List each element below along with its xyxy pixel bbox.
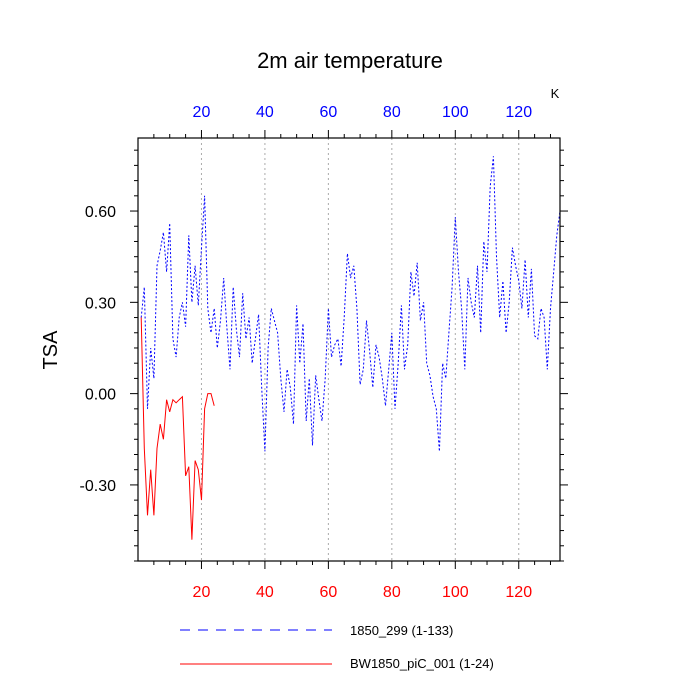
- x-tick-label-top: 120: [505, 104, 532, 121]
- x-tick-label-top: 40: [256, 104, 274, 121]
- gridlines: [200, 138, 520, 561]
- series-line-1850-299-1-133: [140, 156, 561, 452]
- y-tick-label: 0.60: [85, 204, 116, 221]
- x-tick-label-bottom: 40: [256, 584, 274, 601]
- x-tick-label-top: 100: [442, 104, 469, 121]
- series-lines: [140, 156, 561, 540]
- plot-frame: [137, 137, 561, 562]
- y-axis-label: TSA: [40, 330, 62, 370]
- x-tick-label-bottom: 60: [319, 584, 337, 601]
- x-tick-label-bottom: 20: [193, 584, 211, 601]
- x-tick-label-bottom: 80: [383, 584, 401, 601]
- x-tick-label-top: 80: [383, 104, 401, 121]
- x-tick-label-bottom: 120: [505, 584, 532, 601]
- x-tick-label-bottom: 100: [442, 584, 469, 601]
- y-tick-label: -0.30: [80, 478, 117, 495]
- tick-labels: 20 20 40 40 60 60 80 80 100 100 120 120 0.60 0.30 0.00…: [80, 104, 533, 601]
- y-tick-label: 0.00: [85, 387, 116, 404]
- legend-label-bw1850-pic-001: BW1850_piC_001 (1-24): [350, 656, 494, 671]
- top-axis-unit: K: [551, 86, 560, 101]
- y-tick-label: 0.30: [85, 295, 116, 312]
- chart-title: 2m air temperature: [257, 48, 443, 73]
- x-tick-label-top: 20: [193, 104, 211, 121]
- x-tick-label-top: 60: [319, 104, 337, 121]
- legend: 1850_299 (1-133) BW1850_piC_001 (1-24): [180, 623, 494, 671]
- series-line-bw1850-pic-001-1-24: [140, 317, 215, 540]
- legend-label-1850-299: 1850_299 (1-133): [350, 623, 453, 638]
- axis-ticks: [130, 130, 568, 569]
